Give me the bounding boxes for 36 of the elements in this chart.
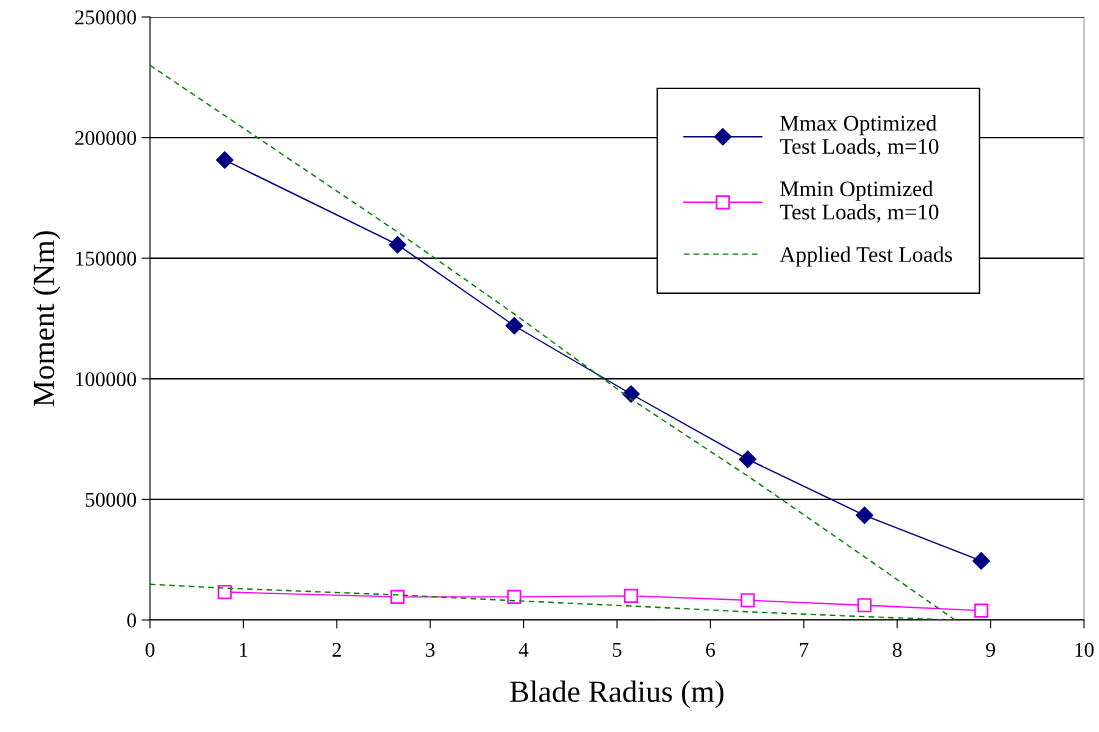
point: [857, 598, 872, 613]
x-tick-label: 10: [1075, 642, 1094, 657]
x-tick-label: 3: [425, 642, 435, 657]
x-tick-label: 9: [986, 642, 995, 657]
y-axis-title: Moment (Nm): [32, 231, 61, 407]
point: [388, 236, 407, 254]
x-tick-label: 8: [892, 642, 902, 657]
legend-label: Mmin Optimized Test Loads, m=10: [779, 180, 939, 223]
y-tick-label: 200000: [75, 130, 137, 146]
point: [505, 317, 523, 335]
y-tick-label: 0: [127, 613, 137, 628]
point: [623, 588, 639, 603]
x-tick-label: 5: [613, 643, 622, 657]
legend-label: Applied Test Loads: [779, 246, 953, 267]
point: [740, 593, 755, 608]
y-tick-label: 50000: [85, 492, 137, 507]
point: [507, 589, 522, 604]
point: [855, 506, 874, 525]
point: [217, 584, 232, 600]
x-tick-label: 1: [240, 642, 248, 657]
x-tick-label: 4: [518, 642, 529, 657]
x-tick-label: 2: [332, 642, 341, 657]
x-tick-label: 0: [145, 642, 155, 657]
point: [622, 385, 640, 403]
point: [974, 603, 989, 618]
y-tick-label: 250000: [75, 10, 137, 25]
legend-label: Mmax Optimized Test Loads, m=10: [779, 115, 939, 158]
point: [972, 552, 990, 570]
y-tick-label: 150000: [76, 251, 137, 266]
y-tick-label: 100000: [76, 372, 137, 387]
x-tick-label: 6: [706, 642, 715, 657]
x-axis-title: Blade Radius (m): [510, 680, 724, 709]
x-tick-label: 7: [799, 643, 809, 657]
point: [390, 589, 405, 604]
point: [739, 450, 757, 469]
point: [216, 151, 234, 169]
